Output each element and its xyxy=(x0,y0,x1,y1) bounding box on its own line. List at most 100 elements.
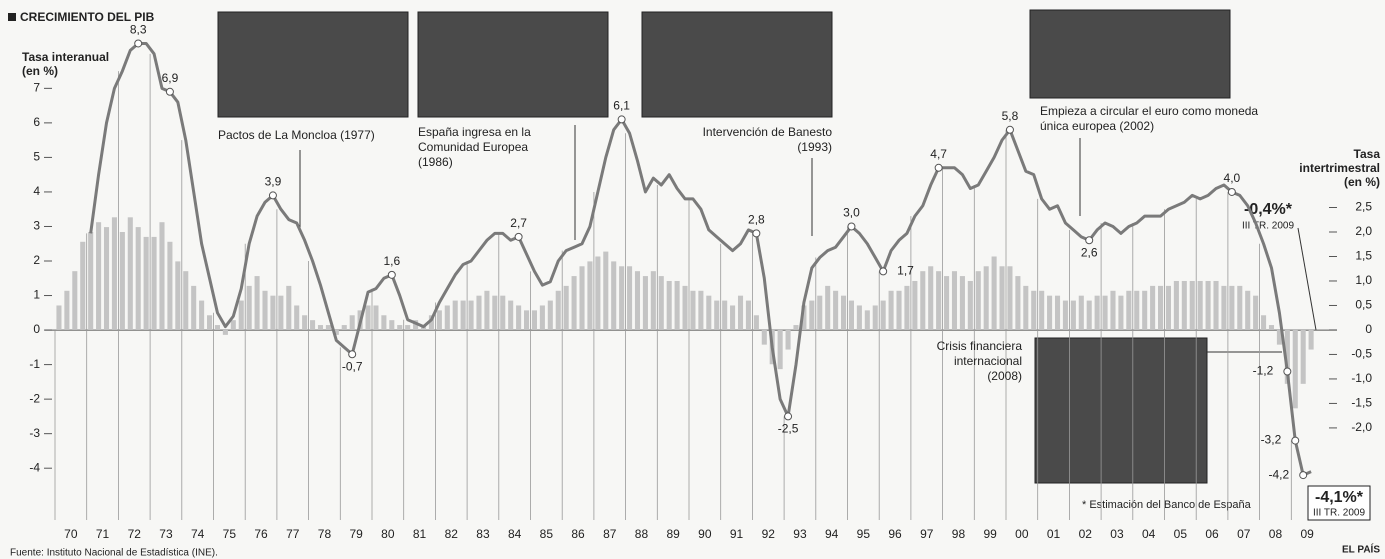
bar xyxy=(936,271,942,330)
bar xyxy=(341,325,347,330)
value-label: 1,6 xyxy=(383,254,400,268)
x-tick-label: 79 xyxy=(349,527,363,541)
bar xyxy=(650,271,656,330)
point xyxy=(134,39,143,48)
bar xyxy=(111,217,117,330)
bar xyxy=(191,285,197,330)
photo-crisis xyxy=(1034,337,1208,484)
value-label: 6,1 xyxy=(613,99,630,113)
y-tick-label: 4 xyxy=(33,184,40,198)
bar xyxy=(1308,329,1314,350)
point xyxy=(1005,125,1014,134)
bar xyxy=(397,325,403,330)
x-tick-label: 70 xyxy=(64,527,78,541)
bar xyxy=(1284,329,1290,384)
brand: EL PAÍS xyxy=(1342,543,1380,556)
bar xyxy=(904,285,910,330)
y-axis-title: Tasa interanual xyxy=(22,50,109,64)
value-label: 2,6 xyxy=(1081,245,1098,259)
bar xyxy=(270,295,276,330)
bar xyxy=(1237,285,1243,330)
y-tick-label: -1 xyxy=(29,357,40,371)
x-tick-label: 95 xyxy=(857,527,871,541)
bar xyxy=(476,295,482,330)
bar xyxy=(183,271,189,330)
bar xyxy=(682,285,688,330)
photo-euro xyxy=(1029,9,1231,99)
bar xyxy=(286,285,292,330)
bar xyxy=(1062,300,1068,330)
bar xyxy=(230,320,236,330)
x-tick-label: 92 xyxy=(762,527,776,541)
bar xyxy=(603,251,609,330)
bar xyxy=(944,276,950,330)
event-label: Crisis financiera xyxy=(937,339,1023,353)
bar xyxy=(587,261,593,330)
bar xyxy=(1245,290,1251,330)
bar xyxy=(1015,276,1021,330)
point xyxy=(1299,471,1308,480)
y2-tick-label: 1,0 xyxy=(1355,273,1372,287)
bar xyxy=(80,241,86,330)
footnote: * Estimación del Banco de España xyxy=(1082,499,1252,511)
point xyxy=(268,191,277,200)
y2-tick-label: -2,0 xyxy=(1351,420,1372,434)
x-tick-label: 05 xyxy=(1174,527,1188,541)
bar xyxy=(1118,295,1124,330)
x-tick-label: 84 xyxy=(508,527,522,541)
bar xyxy=(1054,295,1061,330)
bar xyxy=(1261,315,1267,330)
x-tick-label: 87 xyxy=(603,527,617,541)
photo-banesto xyxy=(641,11,833,118)
bar xyxy=(302,315,308,330)
value-label: 2,7 xyxy=(510,216,527,230)
bar xyxy=(238,300,244,330)
bar xyxy=(753,315,759,330)
bar xyxy=(373,305,379,330)
chart-title: CRECIMIENTO DEL PIB xyxy=(20,10,155,24)
y-tick-label: 5 xyxy=(33,150,40,164)
x-tick-label: 98 xyxy=(952,527,966,541)
value-label: -4,2 xyxy=(1269,467,1290,481)
bar xyxy=(833,290,839,330)
y-tick-label: 2 xyxy=(33,253,40,267)
bar xyxy=(1031,290,1037,330)
line xyxy=(89,41,1312,477)
x-tick-label: 71 xyxy=(96,527,110,541)
bar xyxy=(785,329,791,350)
bar xyxy=(627,266,633,330)
bar xyxy=(254,276,260,330)
bar xyxy=(246,285,252,330)
bar xyxy=(119,232,125,330)
x-tick-label: 91 xyxy=(730,527,744,541)
value-label: 4,7 xyxy=(930,147,947,161)
bar xyxy=(389,320,395,330)
bar xyxy=(365,305,371,330)
bar xyxy=(555,290,561,330)
x-tick-label: 80 xyxy=(381,527,395,541)
bar xyxy=(983,266,989,330)
bar xyxy=(72,271,78,330)
bar xyxy=(1150,285,1156,330)
x-tick-label: 78 xyxy=(318,527,332,541)
bar xyxy=(658,276,664,330)
bar xyxy=(222,329,228,335)
bar xyxy=(951,271,958,330)
highlight: -4,1%* xyxy=(1315,489,1364,506)
bar xyxy=(817,295,823,330)
y2-tick-label: 1,5 xyxy=(1355,249,1372,263)
event-label: (2008) xyxy=(987,369,1022,383)
bar xyxy=(484,290,490,330)
point xyxy=(348,350,357,359)
bar xyxy=(745,300,751,330)
bar xyxy=(1126,290,1132,330)
bar xyxy=(1086,300,1092,330)
bar xyxy=(1213,280,1219,330)
x-tick-label: 74 xyxy=(191,527,205,541)
bar xyxy=(1189,280,1195,330)
title-square xyxy=(8,13,16,21)
photo-moncloa xyxy=(217,11,409,118)
bar xyxy=(508,300,514,330)
point xyxy=(514,232,523,241)
bar xyxy=(1229,285,1235,330)
